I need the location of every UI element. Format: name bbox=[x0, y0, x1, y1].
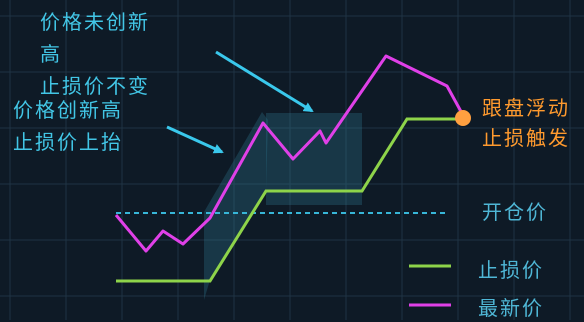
annotation-price-not-new-high-line1: 价格未创新 bbox=[40, 10, 150, 34]
annotation-price-not-new-high-line2: 高 bbox=[40, 42, 62, 66]
rising-stop-shaded-region bbox=[204, 112, 268, 300]
stop-loss-line bbox=[116, 117, 456, 283]
legend-latest-price-label: 最新价 bbox=[478, 296, 544, 320]
arrow-to-raised-stop bbox=[166, 125, 224, 154]
stop-trigger-point bbox=[455, 110, 471, 126]
annotation-price-new-high: 价格创新高 bbox=[13, 98, 123, 122]
annotation-trailing-line1: 跟盘浮动 bbox=[482, 96, 570, 120]
legend-stop-loss-label: 止损价 bbox=[478, 258, 544, 282]
annotation-stop-raised: 止损价上抬 bbox=[13, 130, 123, 154]
annotation-stop-unchanged: 止损价不变 bbox=[40, 74, 150, 98]
entry-price-label: 开仓价 bbox=[482, 200, 548, 224]
annotation-trailing-line2: 止损触发 bbox=[482, 126, 570, 150]
latest-price-line bbox=[114, 54, 466, 253]
arrow-to-flat-stop bbox=[215, 50, 314, 113]
